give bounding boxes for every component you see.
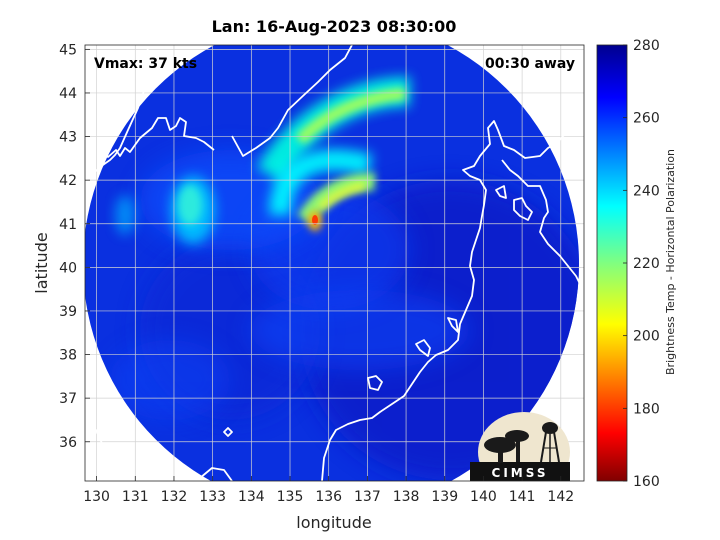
- x-tick-label: 132: [161, 489, 188, 505]
- coastlines: [85, 45, 584, 481]
- x-tick-label: 136: [315, 489, 342, 505]
- x-axis-ticks: 130 131 132 133 134 135 136 137 138 139 140 141 142: [83, 476, 574, 505]
- colorbar: [596, 44, 628, 482]
- colorbar-tick-label: 200: [633, 329, 660, 345]
- colorbar-label: Brightness Temp - Horizontal Polarizatio…: [664, 149, 677, 375]
- y-tick-label: 41: [59, 217, 77, 233]
- colorbar-ticks: 160 180 200 220 240 260 280: [623, 38, 660, 490]
- microwave-swath: [85, 45, 579, 481]
- colorbar-tick-label: 160: [633, 474, 660, 490]
- y-axis-ticks: 36 37 38 39 40 41 42 43 44 45: [59, 42, 90, 451]
- x-axis-label: longitude: [296, 513, 371, 532]
- colorbar-tick-label: 180: [633, 401, 660, 417]
- x-tick-label: 141: [509, 489, 536, 505]
- x-tick-label: 135: [277, 489, 304, 505]
- y-tick-label: 42: [59, 173, 77, 189]
- colorbar-tick-label: 260: [633, 111, 660, 127]
- y-tick-label: 44: [59, 86, 77, 102]
- cimss-logo-text: CIMSS: [492, 466, 549, 480]
- time-offset-label: 00:30 away: [485, 56, 575, 72]
- x-tick-label: 138: [393, 489, 420, 505]
- x-tick-label: 142: [547, 489, 574, 505]
- inner-band: [269, 149, 373, 216]
- x-tick-label: 130: [83, 489, 110, 505]
- chart-title: Lan: 16-Aug-2023 08:30:00: [212, 17, 457, 36]
- x-tick-label: 131: [122, 489, 149, 505]
- cimss-logo: CIMSS: [470, 412, 570, 481]
- x-tick-label: 139: [431, 489, 458, 505]
- colorbar-tick-label: 240: [633, 183, 660, 199]
- y-tick-label: 45: [59, 42, 77, 58]
- x-tick-label: 133: [199, 489, 226, 505]
- y-tick-label: 39: [59, 304, 77, 320]
- x-tick-label: 137: [354, 489, 381, 505]
- y-tick-label: 37: [59, 391, 77, 407]
- y-tick-label: 36: [59, 435, 77, 451]
- vmax-label: Vmax: 37 kts: [94, 56, 197, 72]
- axes-border: [84, 44, 585, 482]
- colorbar-tick-label: 280: [633, 38, 660, 54]
- y-tick-label: 43: [59, 130, 77, 146]
- y-tick-label: 38: [59, 348, 77, 364]
- x-tick-label: 140: [470, 489, 497, 505]
- y-tick-label: 40: [59, 260, 77, 276]
- grid: [85, 45, 584, 481]
- colorbar-tick-label: 220: [633, 256, 660, 272]
- y-axis-label: latitude: [32, 232, 51, 293]
- x-tick-label: 134: [238, 489, 265, 505]
